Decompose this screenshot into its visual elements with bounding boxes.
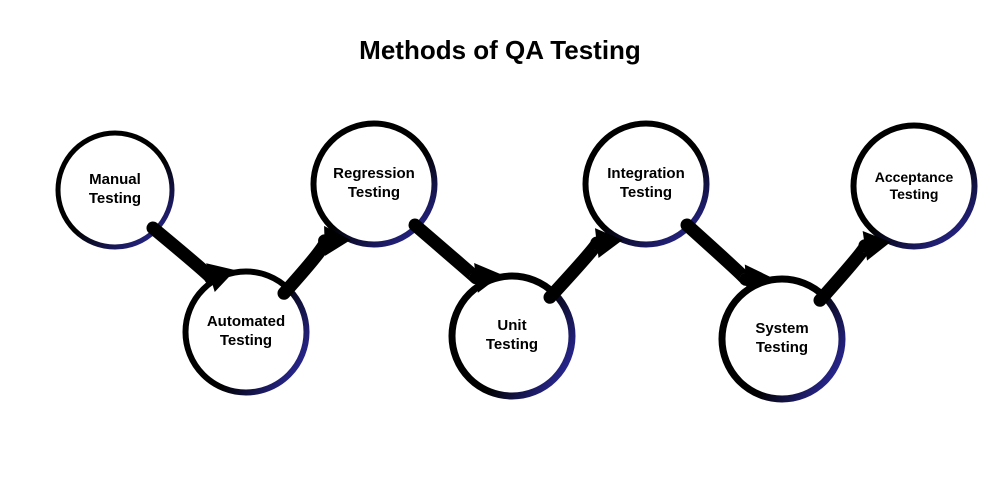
node-label: Manual Testing <box>89 171 141 209</box>
node-label: Regression Testing <box>333 165 415 203</box>
node-label: Unit Testing <box>486 317 538 355</box>
node-automated: Automated Testing <box>182 268 310 396</box>
node-label: Integration Testing <box>607 165 685 203</box>
node-acceptance: Acceptance Testing <box>850 122 978 250</box>
node-system: System Testing <box>718 275 846 403</box>
node-integration: Integration Testing <box>582 120 710 248</box>
node-label: Automated Testing <box>207 313 285 351</box>
node-label: Acceptance Testing <box>875 169 954 204</box>
node-regression: Regression Testing <box>310 120 438 248</box>
node-unit: Unit Testing <box>448 272 576 400</box>
node-manual: Manual Testing <box>55 130 175 250</box>
node-label: System Testing <box>755 320 808 358</box>
diagram-title: Methods of QA Testing <box>359 35 641 66</box>
